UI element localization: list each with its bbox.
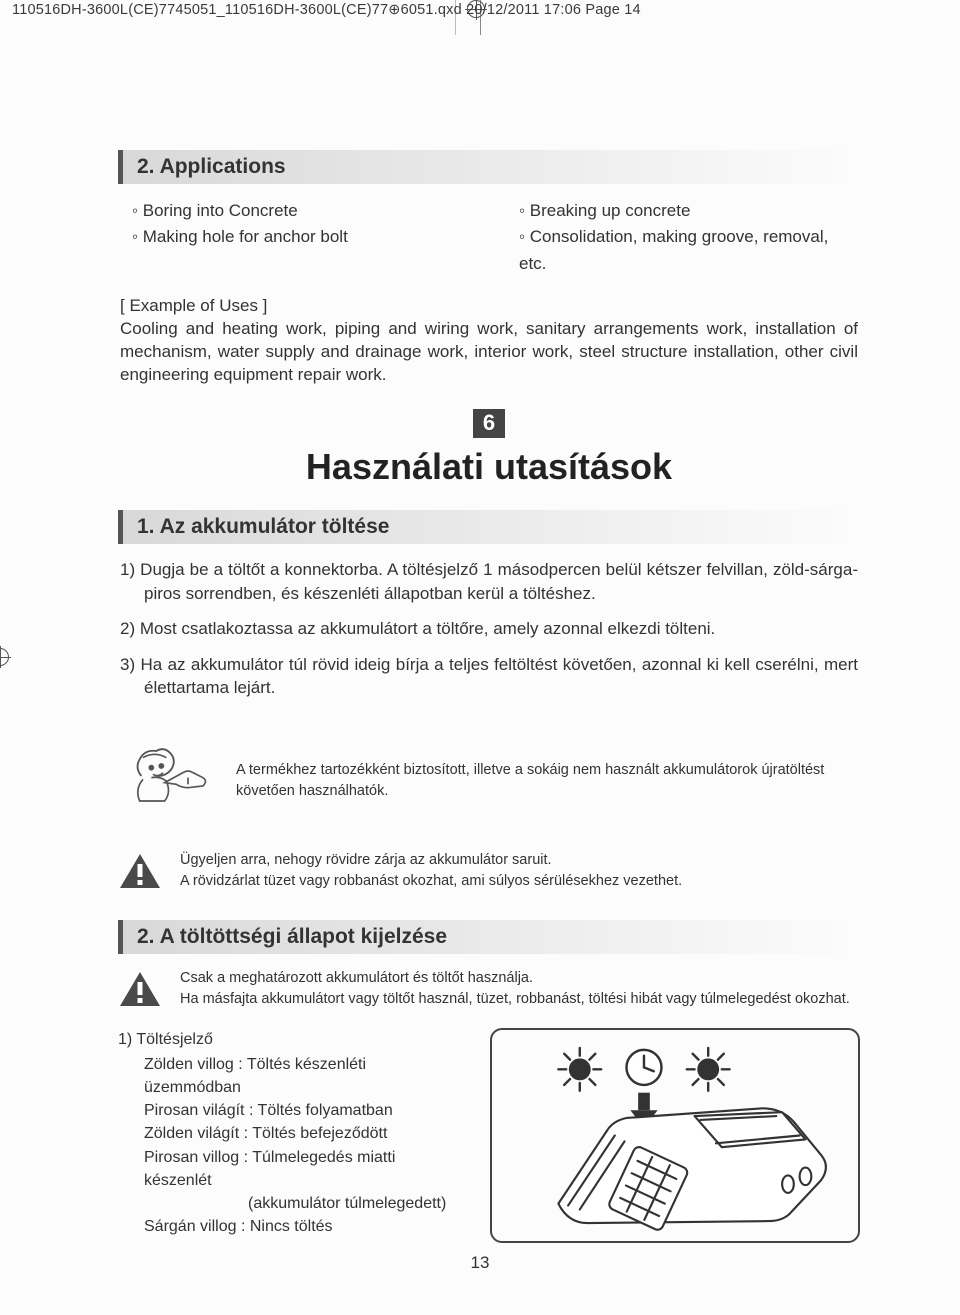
applications-right-col: ◦ Breaking up concrete ◦ Consolidation, … — [519, 198, 846, 277]
warning-line: Ügyeljen arra, nehogy rövidre zárja az a… — [180, 852, 552, 868]
tip-block: A termékhez tartozékként biztosított, il… — [118, 736, 860, 826]
warning-1-text: Ügyeljen arra, nehogy rövidre zárja az a… — [180, 850, 682, 892]
page-number: 13 — [0, 1253, 960, 1273]
example-heading: [ Example of Uses ] — [120, 296, 267, 315]
list-item: ◦ Consolidation, making groove, removal,… — [519, 224, 846, 277]
warning-2-text: Csak a meghatározott akkumulátort és töl… — [180, 968, 850, 1010]
illustration-column — [490, 1028, 860, 1243]
list-item: ◦ Breaking up concrete — [519, 198, 846, 224]
print-slug: 110516DH-3600L(CE)7745051_110516DH-3600L… — [12, 2, 641, 18]
step-3: 3) Ha az akkumulátor túl rövid ideig bír… — [120, 653, 858, 700]
charging-steps: 1) Dugja be a töltőt a konnektorba. A tö… — [120, 558, 858, 699]
warning-icon — [118, 852, 162, 890]
heading-charging: 1. Az akkumulátor töltése — [118, 510, 860, 544]
warning-2: Csak a meghatározott akkumulátort és töl… — [118, 968, 860, 1010]
tip-text: A termékhez tartozékként biztosított, il… — [236, 760, 860, 801]
applications-left-col: ◦ Boring into Concrete ◦ Making hole for… — [132, 198, 459, 277]
warning-line: Ha másfajta akkumulátort vagy töltőt has… — [180, 991, 850, 1007]
status-column: 1) Töltésjelző Zölden villog : Töltés ké… — [118, 1028, 460, 1243]
warning-line: Csak a meghatározott akkumulátort és töl… — [180, 970, 533, 986]
heading-status: 2. A töltöttségi állapot kijelzése — [118, 920, 860, 954]
page: 110516DH-3600L(CE)7745051_110516DH-3600L… — [0, 0, 960, 1315]
status-row: Pirosan világít : Töltés folyamatban — [118, 1099, 460, 1122]
worker-icon — [118, 736, 218, 826]
list-item: ◦ Making hole for anchor bolt — [132, 224, 459, 250]
status-and-illustration: 1) Töltésjelző Zölden villog : Töltés ké… — [118, 1028, 860, 1243]
step-1: 1) Dugja be a töltőt a konnektorba. A tö… — [120, 558, 858, 605]
example-body: Cooling and heating work, piping and wir… — [120, 319, 858, 384]
chapter-title: Használati utasítások — [118, 446, 860, 488]
status-row: (akkumulátor túlmelegedett) — [118, 1192, 460, 1215]
content-area: 2. Applications ◦ Boring into Concrete ◦… — [118, 150, 860, 1243]
warning-icon — [118, 970, 162, 1008]
registration-mark-left — [0, 648, 9, 666]
warning-line: A rövidzárlat tüzet vagy robbanást okozh… — [180, 873, 682, 889]
status-row: Zölden világít : Töltés befejeződött — [118, 1122, 460, 1145]
warning-1: Ügyeljen arra, nehogy rövidre zárja az a… — [118, 850, 860, 892]
status-row: Zölden villog : Töltés készenléti üzemmó… — [118, 1053, 460, 1099]
status-row: Pirosan villog : Túlmelegedés miatti kés… — [118, 1146, 460, 1192]
status-row: Sárgán villog : Nincs töltés — [118, 1215, 460, 1238]
applications-columns: ◦ Boring into Concrete ◦ Making hole for… — [132, 198, 846, 277]
charger-illustration — [490, 1028, 860, 1243]
status-title: 1) Töltésjelző — [118, 1028, 460, 1051]
example-of-uses: [ Example of Uses ] Cooling and heating … — [120, 295, 858, 387]
chapter-number-box: 6 — [473, 409, 505, 439]
heading-applications: 2. Applications — [118, 150, 860, 184]
step-2: 2) Most csatlakoztassa az akkumulátort a… — [120, 617, 858, 640]
chapter-title-block: 6 Használati utasítások — [118, 409, 860, 489]
list-item: ◦ Boring into Concrete — [132, 198, 459, 224]
